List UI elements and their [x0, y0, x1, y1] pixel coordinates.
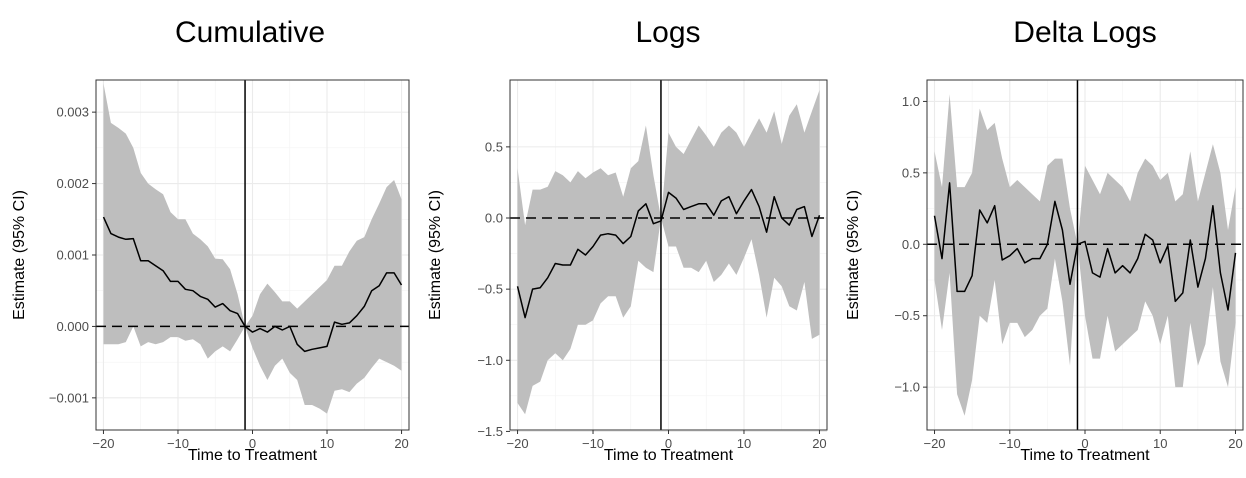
- y-tick-label: 0.5: [485, 139, 503, 154]
- y-tick-label: 0.5: [902, 165, 920, 180]
- y-tick-label: 0.001: [56, 248, 89, 263]
- x-tick-label: 10: [320, 436, 334, 451]
- confidence-band: [517, 90, 820, 415]
- estimate-line: [933, 182, 1237, 311]
- y-axis-title: Estimate (95% CI): [11, 190, 28, 320]
- y-axis-title: Estimate (95% CI): [427, 190, 444, 320]
- x-tick-label: 10: [1153, 436, 1167, 451]
- chart-panel-3: Delta Logs −20 −10 0 10 20 −1.0 −0.5 0.0 0.5 1.0 Ti…: [845, 16, 1244, 464]
- x-tick-label: −10: [999, 436, 1021, 451]
- x-tick-label: 20: [1228, 436, 1242, 451]
- y-tick-label: −1.5: [477, 424, 503, 439]
- x-tick-label: 20: [394, 436, 408, 451]
- x-tick-label: 0: [665, 436, 672, 451]
- x-tick-label: −20: [92, 436, 114, 451]
- y-tick-label: 0.003: [56, 105, 89, 120]
- y-tick-label: −0.5: [477, 282, 503, 297]
- x-tick-label: 20: [812, 436, 826, 451]
- y-tick-label: 1.0: [902, 94, 920, 109]
- chart-title: Delta Logs: [1013, 16, 1156, 49]
- y-tick-label: −0.5: [894, 308, 920, 323]
- confidence-band: [934, 94, 1236, 416]
- y-tick-label: 0.000: [56, 319, 89, 334]
- x-tick-label: 0: [249, 436, 256, 451]
- y-tick-label: −0.001: [49, 390, 89, 405]
- x-tick-label: 10: [737, 436, 751, 451]
- x-tick-label: −20: [507, 436, 529, 451]
- estimate-line: [102, 216, 403, 353]
- chart-panel-2: Logs −20 −10 0 10 20 −1.5 −1.0 −0.5 0.0 0.5 Time to…: [427, 16, 828, 464]
- chart-panel-1: Cumulative −20 −10 0 10 20 −0.001 0.000 0.001 0.0…: [11, 16, 410, 464]
- y-axis-title: Estimate (95% CI): [845, 190, 862, 320]
- estimate-line: [516, 188, 821, 319]
- x-axis-title: Time to Treatment: [604, 447, 734, 464]
- y-tick-label: −1.0: [894, 380, 920, 395]
- x-axis-title: Time to Treatment: [1020, 447, 1150, 464]
- x-tick-label: −10: [582, 436, 604, 451]
- x-axis-title: Time to Treatment: [188, 447, 318, 464]
- x-tick-label: −10: [167, 436, 189, 451]
- y-tick-label: −1.0: [477, 353, 503, 368]
- y-tick-label: 0.002: [56, 176, 89, 191]
- chart-title: Logs: [635, 16, 700, 49]
- x-tick-label: −20: [923, 436, 945, 451]
- y-tick-label: 0.0: [902, 237, 920, 252]
- confidence-band: [103, 83, 402, 414]
- chart-title: Cumulative: [175, 16, 325, 49]
- x-tick-label: 0: [1081, 436, 1088, 451]
- y-tick-label: 0.0: [485, 211, 503, 226]
